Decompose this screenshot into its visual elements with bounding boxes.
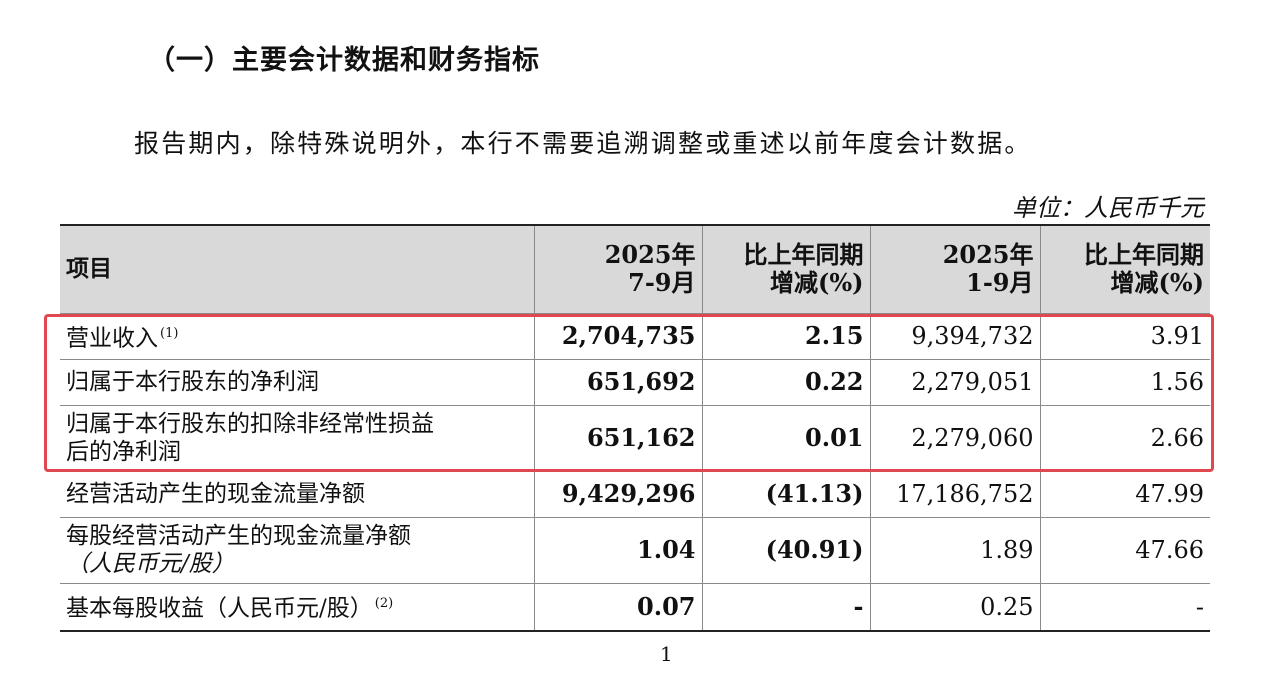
table-row: 营业收入 (1) 2,704,735 2.15 9,394,732 3.91 [60, 312, 1210, 360]
page-number: 1 [660, 642, 673, 666]
row-label-line1: 归属于本行股东的扣除非经常性损益 [66, 411, 434, 437]
row-label: 基本每股收益（人民币元/股） (2) [60, 582, 535, 632]
cell-ytd-change: 47.66 [1039, 516, 1210, 584]
section-heading: （一）主要会计数据和财务指标 [148, 45, 540, 76]
cell-q3: 2,704,735 [533, 312, 703, 360]
row-label: 营业收入 (1) [60, 312, 535, 360]
column-header-q3-change: 比上年同期 增减(%) [701, 224, 871, 314]
cell-q3-change: - [701, 582, 871, 632]
footnote-marker: (1) [160, 325, 179, 341]
cell-q3: 1.04 [533, 516, 703, 584]
cell-q3-change: (41.13) [701, 470, 871, 518]
cell-ytd: 2,279,060 [869, 404, 1041, 472]
cell-q3: 651,162 [533, 404, 703, 472]
cell-q3: 0.07 [533, 582, 703, 632]
table-row: 归属于本行股东的扣除非经常性损益 后的净利润 651,162 0.01 2,279… [60, 404, 1210, 472]
cell-ytd: 17,186,752 [869, 470, 1041, 518]
cell-ytd-change: 1.56 [1039, 358, 1210, 406]
cell-q3: 9,429,296 [533, 470, 703, 518]
cell-ytd: 1.89 [869, 516, 1041, 584]
unit-label: 单位：人民币千元 [1012, 194, 1204, 222]
column-header-ytd-line1: 2025年 [942, 240, 1034, 270]
row-label: 归属于本行股东的扣除非经常性损益 后的净利润 [60, 404, 535, 472]
cell-q3-change: (40.91) [701, 516, 871, 584]
row-label-text: 营业收入 [66, 325, 158, 352]
cell-ytd: 2,279,051 [869, 358, 1041, 406]
column-header-q3-change-line1: 比上年同期 [743, 240, 864, 270]
cell-ytd-change: 47.99 [1039, 470, 1210, 518]
column-header-ytd: 2025年 1-9月 [869, 224, 1041, 314]
row-label: 经营活动产生的现金流量净额 [60, 470, 535, 518]
column-header-q3-line1: 2025年 [604, 240, 696, 270]
cell-ytd-change: - [1039, 582, 1210, 632]
column-header-ytd-line2: 1-9月 [966, 268, 1034, 298]
cell-q3: 651,692 [533, 358, 703, 406]
footnote-marker: (2) [374, 596, 394, 612]
column-header-ytd-change-line2: 增减(%) [1110, 268, 1204, 298]
column-header-q3-line2: 7-9月 [628, 268, 696, 298]
cell-q3-change: 2.15 [701, 312, 871, 360]
intro-paragraph: 报告期内，除特殊说明外，本行不需要追溯调整或重述以前年度会计数据。 [134, 129, 1032, 158]
table-row: 每股经营活动产生的现金流量净额 （人民币元/股） 1.04 (40.91) 1.8… [60, 516, 1210, 584]
table-header-row: 项目 2025年 7-9月 比上年同期 增减(%) 2025年 1-9月 比上年… [60, 224, 1210, 314]
table-row: 归属于本行股东的净利润 651,692 0.22 2,279,051 1.56 [60, 358, 1210, 406]
column-header-q3: 2025年 7-9月 [533, 224, 703, 314]
column-header-ytd-change: 比上年同期 增减(%) [1039, 224, 1210, 314]
row-label-text: 基本每股收益（人民币元/股） [66, 596, 373, 623]
cell-ytd: 9,394,732 [869, 312, 1041, 360]
cell-ytd-change: 3.91 [1039, 312, 1210, 360]
column-header-ytd-change-line1: 比上年同期 [1084, 240, 1204, 270]
table-row: 基本每股收益（人民币元/股） (2) 0.07 - 0.25 - [60, 582, 1210, 632]
cell-ytd: 0.25 [869, 582, 1041, 632]
cell-ytd-change: 2.66 [1039, 404, 1210, 472]
row-label-line1: 每股经营活动产生的现金流量净额 [66, 523, 411, 549]
column-header-q3-change-line2: 增减(%) [769, 268, 864, 298]
row-label: 每股经营活动产生的现金流量净额 （人民币元/股） [60, 516, 535, 584]
row-label: 归属于本行股东的净利润 [60, 358, 535, 406]
row-label-line2: （人民币元/股） [66, 551, 235, 577]
row-label-line2: 后的净利润 [66, 439, 181, 465]
cell-q3-change: 0.22 [701, 358, 871, 406]
cell-q3-change: 0.01 [701, 404, 871, 472]
column-header-item: 项目 [60, 224, 535, 314]
financial-data-table: 项目 2025年 7-9月 比上年同期 增减(%) 2025年 1-9月 比上年… [60, 224, 1210, 632]
table-row: 经营活动产生的现金流量净额 9,429,296 (41.13) 17,186,7… [60, 470, 1210, 518]
